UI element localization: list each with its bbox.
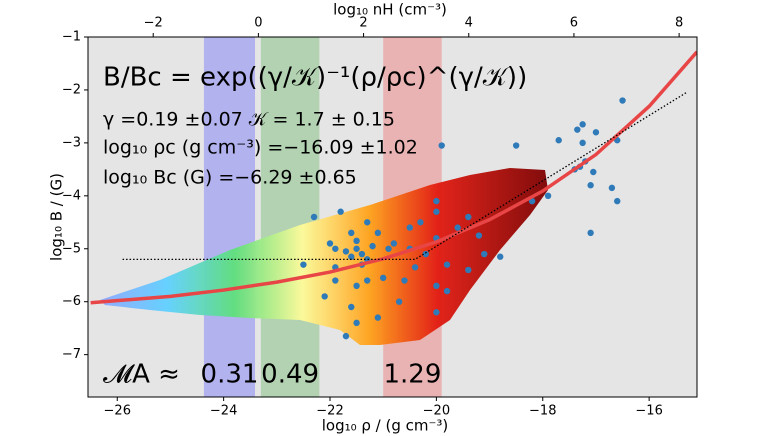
y-tick-label: −5	[62, 241, 81, 256]
data-point	[401, 277, 408, 284]
equation: B/Bc = exp((γ/𝒦)⁻¹(ρ/ρc)^(γ/𝒦))	[103, 63, 527, 93]
data-point	[321, 293, 328, 300]
data-point	[574, 126, 581, 133]
data-point	[433, 282, 440, 290]
data-point	[512, 142, 520, 149]
data-point	[438, 142, 445, 149]
fit-parameters: γ =0.19 ±0.07 𝒦 = 1.7 ± 0.15	[103, 109, 395, 131]
fit-parameters: log₁₀ ρc (g cm⁻³) =−16.09 ±1.02	[103, 137, 418, 159]
data-point	[300, 261, 307, 268]
data-point	[332, 245, 339, 252]
data-point	[390, 240, 398, 247]
data-point	[433, 208, 440, 215]
data-point	[411, 264, 419, 271]
y-tick-label: −1	[62, 30, 81, 45]
y-tick-label: −2	[62, 82, 81, 97]
data-point	[364, 219, 371, 226]
line	[122, 92, 687, 261]
data-point	[590, 168, 597, 176]
data-point	[310, 213, 318, 221]
plot-frame	[87, 36, 698, 398]
top-x-tick-label: 0	[254, 16, 262, 31]
mach-band	[260, 37, 320, 397]
data-point	[364, 277, 371, 284]
data-point	[353, 237, 360, 245]
data-point	[374, 229, 382, 237]
data-point	[374, 314, 382, 321]
y-tick-label: −3	[62, 135, 81, 150]
data-point	[332, 277, 339, 284]
x-tick-label: −16	[635, 404, 662, 419]
data-point	[544, 192, 552, 200]
x-tick-label: −20	[423, 404, 450, 419]
data-point	[353, 245, 360, 252]
data-point	[454, 224, 461, 231]
x-tick-label: −24	[210, 404, 237, 419]
data-point	[465, 266, 472, 274]
data-point	[619, 97, 626, 104]
data-point	[348, 253, 355, 260]
data-point	[348, 303, 355, 311]
data-point	[348, 229, 355, 237]
data-point	[395, 298, 403, 305]
y-tick-label: −4	[62, 188, 81, 203]
data-point	[353, 319, 360, 327]
fit-parameters: log₁₀ Bc (G) =−6.29 ±0.65	[103, 167, 357, 189]
data-point	[475, 232, 483, 239]
data-point	[587, 229, 594, 237]
data-point	[342, 248, 350, 255]
x-tick-label: −18	[529, 404, 556, 419]
mach-label: 𝓜A ≈	[103, 360, 180, 390]
mach-band	[203, 37, 256, 397]
top-x-tick-label: 2	[359, 16, 367, 31]
data-point	[608, 184, 616, 192]
mach-value: 1.29	[384, 360, 442, 390]
data-point	[443, 287, 451, 295]
data-point	[433, 309, 440, 316]
top-x-tick-label: 4	[465, 16, 473, 31]
top-x-tick-label: 8	[675, 16, 683, 31]
data-point	[555, 137, 562, 144]
data-point	[579, 121, 586, 128]
data-point	[385, 245, 392, 252]
data-point	[497, 253, 504, 260]
data-point	[406, 224, 413, 231]
y-tick-label: −7	[62, 347, 81, 362]
mach-value: 0.49	[261, 360, 319, 390]
data-point	[592, 129, 600, 136]
data-point	[358, 250, 366, 258]
top-x-tick-label: 6	[570, 16, 578, 31]
x-tick-label: −26	[104, 404, 131, 419]
data-point	[337, 208, 344, 215]
data-point	[417, 219, 424, 226]
data-point	[614, 197, 621, 205]
y-tick-label: −6	[62, 294, 81, 309]
data-point	[379, 274, 387, 282]
data-point	[579, 139, 586, 147]
y-axis-label: log₁₀ B / (G)	[48, 173, 66, 261]
data-point	[369, 242, 376, 250]
data-point	[465, 213, 472, 221]
data-point	[326, 240, 334, 247]
top-x-tick-label: −2	[144, 16, 163, 31]
data-point	[422, 250, 429, 258]
data-point	[587, 182, 594, 189]
top-axis-label: log₁₀ nH (cm⁻³)	[333, 1, 447, 19]
data-point	[443, 261, 451, 268]
data-point	[433, 197, 440, 205]
x-axis-label: log₁₀ ρ / (g cm⁻³)	[322, 417, 449, 435]
data-point	[481, 250, 488, 258]
line	[90, 50, 697, 305]
mach-value: 0.31	[201, 360, 259, 390]
data-point	[353, 282, 360, 290]
data-point	[342, 332, 350, 340]
x-tick-label: −22	[316, 404, 343, 419]
